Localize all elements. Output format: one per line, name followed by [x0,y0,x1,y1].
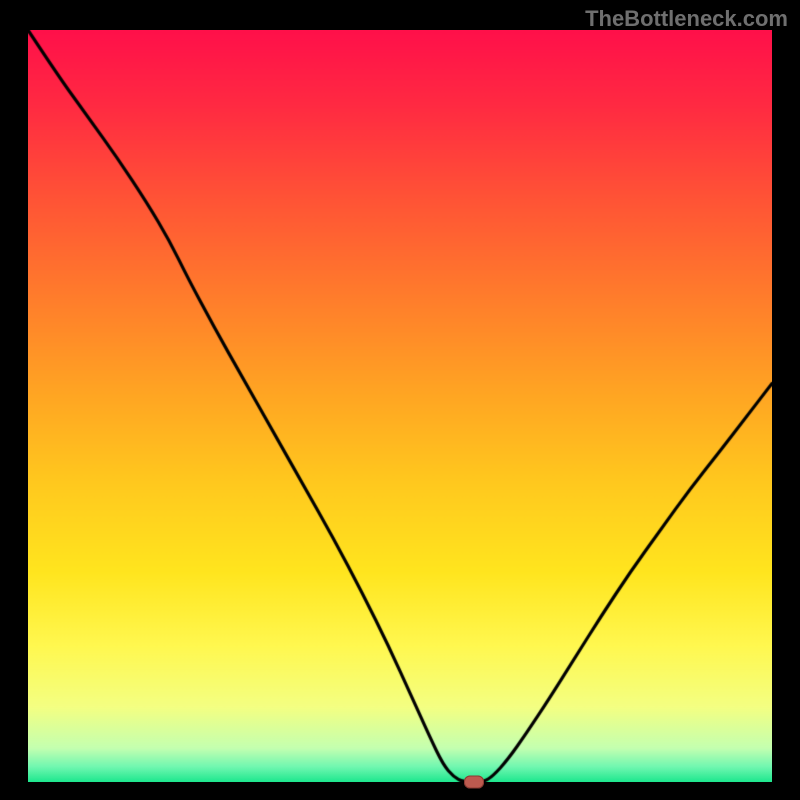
minimum-marker [464,776,484,789]
watermark-text: TheBottleneck.com [585,6,788,32]
chart-stage: TheBottleneck.com [0,0,800,800]
bottleneck-curve-canvas [28,30,772,782]
